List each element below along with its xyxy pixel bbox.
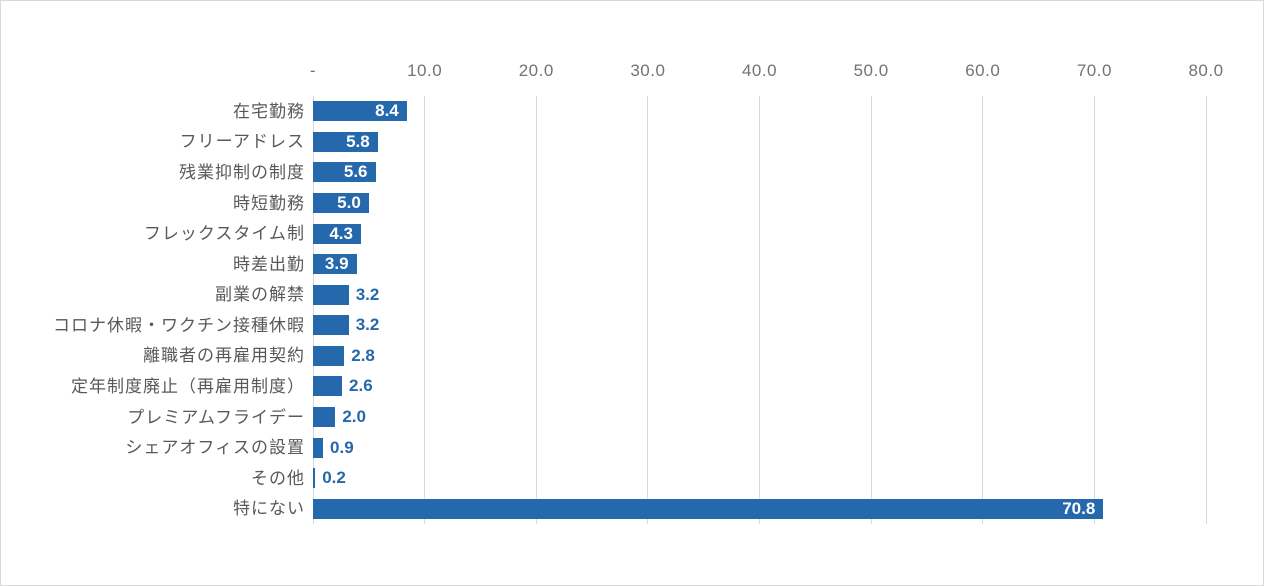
x-tick-label: 20.0	[518, 61, 554, 80]
bar	[313, 254, 357, 275]
gridline-50	[870, 96, 872, 524]
category-label: フレックスタイム制	[143, 224, 305, 244]
x-tick-label: 60.0	[965, 61, 1001, 80]
category-label: 副業の解禁	[215, 285, 305, 305]
category-label: 特にない	[233, 499, 305, 519]
category-label: 残業抑制の制度	[179, 162, 305, 182]
bar	[313, 498, 1104, 519]
bar	[313, 193, 369, 213]
value-label: 5.8	[346, 131, 370, 151]
bar	[313, 468, 316, 489]
x-tick-label: 40.0	[741, 61, 778, 80]
gridline-10	[424, 96, 426, 524]
category-label: プレミアムフライデー	[127, 407, 305, 427]
category-label: その他	[251, 468, 305, 488]
bar	[313, 376, 343, 397]
value-label: 3.2	[355, 315, 380, 335]
bar	[313, 345, 345, 366]
value-label: 4.3	[329, 223, 353, 243]
value-label: 8.4	[375, 101, 399, 121]
bar	[313, 223, 361, 244]
gridline-80	[1205, 96, 1207, 524]
value-label: 70.8	[1062, 498, 1096, 518]
value-label: 0.2	[322, 468, 346, 488]
gridline-60	[982, 96, 984, 524]
x-tick-label: 80.0	[1188, 61, 1224, 80]
x-tick-label: 10.0	[407, 61, 443, 80]
category-label: 時差出勤	[233, 254, 305, 274]
category-label: 在宅勤務	[233, 101, 305, 121]
bar	[313, 437, 324, 458]
x-tick-label: 50.0	[853, 61, 889, 80]
bar	[313, 284, 349, 305]
x-tick-label: -	[309, 61, 317, 80]
category-label: フリーアドレス	[179, 132, 305, 152]
category-label: 時短勤務	[233, 193, 305, 213]
category-label: シェアオフィスの設置	[125, 438, 305, 458]
value-label: 2.0	[342, 407, 366, 426]
value-label: 3.2	[355, 284, 380, 304]
bar	[313, 315, 349, 336]
gridline-70	[1093, 96, 1095, 524]
gridline-30	[647, 96, 649, 524]
bar	[313, 407, 336, 427]
category-label: コロナ休暇・ワクチン接種休暇	[53, 315, 305, 335]
value-label: 2.6	[349, 376, 373, 396]
value-label: 0.9	[330, 437, 354, 457]
x-tick-label: 70.0	[1076, 61, 1112, 80]
value-label: 3.9	[324, 254, 349, 274]
gridline-0	[312, 96, 314, 524]
category-label: 離職者の再雇用契約	[143, 346, 305, 366]
bar	[313, 162, 376, 183]
gridline-20	[535, 96, 537, 524]
bar	[313, 101, 407, 122]
x-tick-label: 30.0	[630, 61, 666, 80]
value-label: 5.6	[343, 162, 368, 182]
category-label: 定年制度廃止（再雇用制度）	[71, 376, 305, 396]
value-label: 2.8	[351, 345, 375, 365]
gridline-40	[759, 96, 760, 524]
bar	[313, 131, 378, 152]
value-label: 5.0	[337, 193, 361, 212]
